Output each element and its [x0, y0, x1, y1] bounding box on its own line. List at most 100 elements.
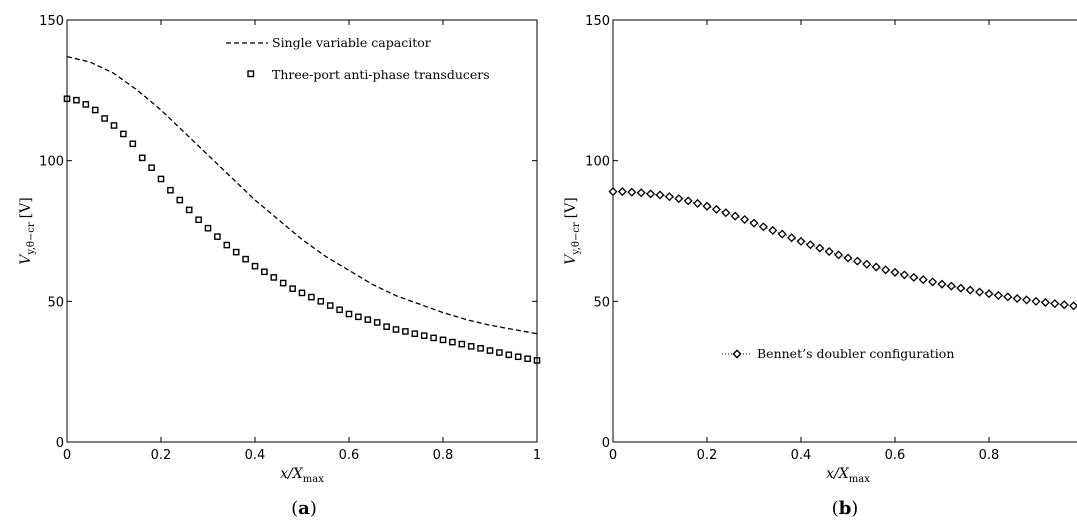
data-point-square — [355, 313, 362, 321]
data-point-square — [524, 355, 531, 363]
data-point-diamond — [740, 214, 750, 224]
data-point-square — [91, 106, 99, 114]
data-point-square — [430, 334, 437, 342]
legend-label-three-port: Three-port anti-phase transducers — [272, 67, 490, 82]
data-point-square — [176, 196, 184, 204]
data-point-diamond — [984, 289, 994, 299]
legend-square-swatch — [247, 70, 255, 78]
data-point-diamond — [815, 243, 825, 253]
data-point-square — [326, 302, 334, 309]
data-point-diamond — [834, 250, 844, 260]
series-line-single-variable-capacitor — [66, 55, 538, 335]
data-point-diamond — [1059, 300, 1069, 310]
data-point-square — [204, 224, 212, 232]
x-tick-label: 0.4 — [245, 448, 266, 463]
data-point-diamond — [871, 262, 881, 272]
x-tick-label: 0.6 — [885, 448, 906, 463]
data-point-diamond — [843, 253, 853, 263]
data-point-diamond — [805, 240, 815, 250]
data-point-diamond — [956, 283, 966, 293]
data-point-square — [261, 268, 268, 276]
data-point-diamond — [683, 196, 693, 206]
panel-b-y-axis-label: Vy,θ−cr [V] — [563, 197, 582, 264]
data-point-square — [298, 289, 306, 297]
panel-b: 0 0.2 0.4 0.6 0.8 0 50 100 150 Bennet’s doubler … — [563, 14, 1077, 519]
data-point-square — [449, 338, 456, 346]
data-point-diamond — [777, 229, 787, 239]
data-point-diamond — [928, 277, 938, 287]
data-point-square — [214, 233, 221, 240]
x-label-main: x/X — [826, 466, 850, 482]
data-point-diamond — [674, 194, 684, 204]
panel-a-series — [63, 55, 541, 364]
y-tick-label: 50 — [47, 295, 64, 310]
legend-diamond-swatch — [732, 349, 742, 359]
data-point-square — [279, 279, 287, 287]
data-point-diamond — [946, 281, 956, 291]
data-point-square — [195, 216, 202, 224]
data-point-diamond — [730, 211, 740, 221]
data-point-square — [251, 262, 259, 270]
data-point-square — [223, 241, 231, 249]
data-point-square — [232, 248, 240, 256]
x-tick-label: 0.2 — [151, 448, 172, 463]
y-tick-label: 50 — [593, 295, 610, 310]
panel-b-legend: Bennet’s doubler configuration — [722, 346, 954, 361]
data-point-square — [101, 115, 108, 122]
data-point-square — [373, 319, 381, 326]
y-tick-label: 100 — [39, 155, 64, 170]
x-label-sub: max — [303, 474, 324, 485]
data-point-square — [345, 310, 353, 318]
data-point-diamond — [646, 189, 656, 199]
data-point-diamond — [627, 187, 637, 197]
panel-b-frame — [612, 19, 1077, 443]
series-line-bennet — [613, 191, 1077, 307]
data-point-diamond — [711, 204, 721, 214]
x-tick-label: 0.4 — [791, 448, 812, 463]
data-point-square — [514, 353, 522, 361]
data-point-square — [242, 255, 249, 263]
data-point-square — [73, 96, 80, 104]
data-point-square — [317, 298, 325, 305]
panel-a-y-axis-label: Vy,θ−cr [V] — [18, 197, 37, 264]
panel-a-letter: a — [298, 498, 310, 519]
data-point-square — [185, 206, 193, 214]
data-point-square — [392, 326, 400, 333]
data-point-square — [157, 175, 165, 183]
data-point-diamond — [918, 275, 928, 285]
panel-b-letter: b — [839, 498, 852, 519]
data-point-diamond — [636, 188, 646, 198]
data-point-diamond — [975, 287, 985, 297]
y-tick-label: 0 — [56, 436, 64, 451]
data-point-square — [167, 186, 174, 194]
data-point-diamond — [881, 265, 891, 275]
x-tick-label: 0 — [63, 448, 71, 463]
data-point-diamond — [1022, 295, 1032, 305]
data-point-diamond — [1031, 296, 1041, 306]
data-point-square — [63, 95, 71, 103]
data-point-square — [308, 293, 315, 301]
data-point-square — [148, 164, 155, 172]
data-point-diamond — [824, 247, 834, 257]
y-tick-label: 150 — [585, 14, 610, 29]
panel-b-series — [608, 187, 1077, 311]
panel-a: 0 0.2 0.4 0.6 0.8 1 0 50 100 150 Single variable … — [18, 14, 541, 519]
data-point-square — [270, 274, 278, 281]
data-point-square — [129, 140, 137, 148]
panel-a-legend: Single variable capacitor Three-port ant… — [226, 35, 490, 82]
x-tick-label: 0.8 — [979, 448, 1000, 463]
data-point-diamond — [749, 218, 759, 228]
data-point-diamond — [1003, 292, 1013, 302]
panel-a-x-axis-label: x/Xmax — [280, 466, 324, 485]
panel-a-ticks: 0 0.2 0.4 0.6 0.8 1 0 50 100 150 — [39, 14, 541, 463]
data-point-square — [336, 306, 343, 314]
data-point-square — [496, 349, 503, 356]
data-point-diamond — [617, 187, 627, 197]
panel-b-x-axis-label: x/Xmax — [826, 466, 870, 485]
data-point-square — [120, 130, 127, 138]
data-point-square — [477, 345, 484, 352]
data-point-diamond — [655, 190, 665, 200]
y-tick-label: 100 — [585, 155, 610, 170]
data-point-square — [383, 323, 390, 330]
